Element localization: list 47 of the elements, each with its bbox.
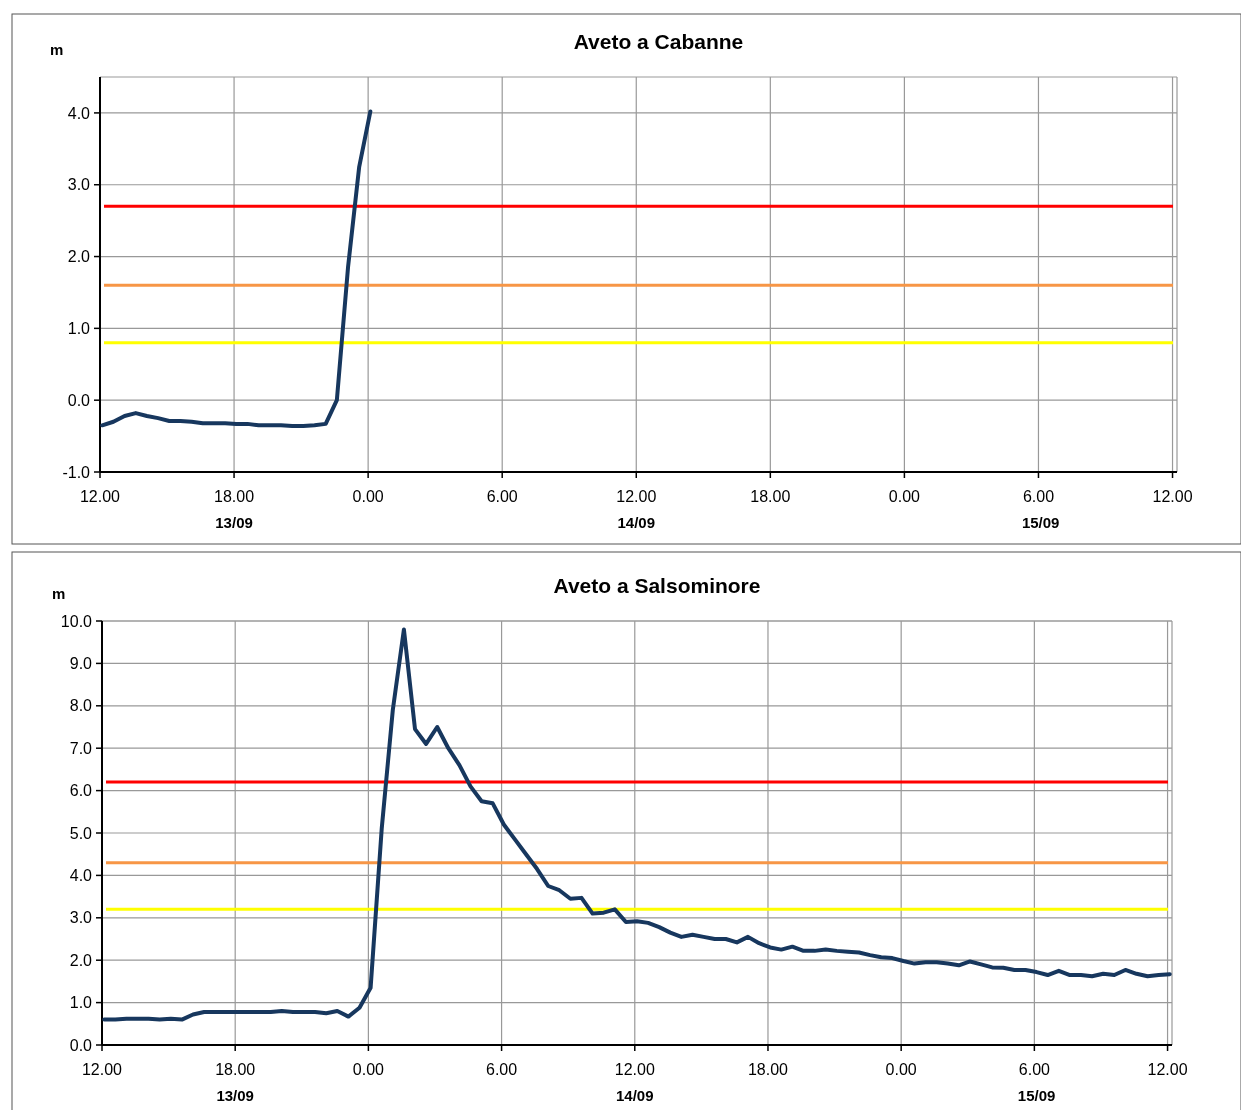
text: 14/09 [617, 514, 656, 531]
y-tick-label: 6.0 [69, 782, 93, 800]
x-tick-label: 0.00 [888, 488, 921, 505]
y-axis-title: m [50, 41, 64, 58]
x-tick-label: 6.00 [486, 1061, 518, 1078]
y-tick-label: -1.0 [62, 463, 91, 481]
y-tick-label: 0.0 [69, 1036, 93, 1054]
y-tick-label: 1.0 [69, 994, 93, 1012]
x-tick-label: 12.00 [1152, 488, 1193, 505]
x-tick-label: 0.00 [352, 1061, 385, 1078]
text: 14/09 [616, 1087, 654, 1104]
x-tick-label: 12.00 [616, 488, 657, 505]
y-tick-label: 3.0 [69, 909, 93, 927]
y-tick-label: 9.0 [69, 655, 93, 672]
x-tick-label: 6.00 [1018, 1061, 1051, 1078]
chart-title: Aveto a Salsominore [553, 574, 761, 597]
text: 15/09 [1017, 1087, 1056, 1104]
y-axis-title: m [52, 585, 66, 602]
y-tick-label: 1.0 [67, 319, 91, 337]
x-tick-label: 12.00 [79, 488, 121, 505]
y-tick-label: 0.0 [67, 391, 91, 409]
x-tick-label: 12.00 [81, 1061, 123, 1078]
x-tick-label: 12.00 [614, 1061, 655, 1078]
chart-title: Aveto a Cabanne [573, 30, 744, 53]
x-tick-label: 0.00 [352, 488, 384, 505]
x-tick-label: 6.00 [486, 488, 518, 505]
x-tick-label: 18.00 [747, 1061, 789, 1078]
y-tick-label: 2.0 [69, 951, 93, 969]
x-tick-label: 18.00 [215, 1061, 256, 1078]
y-tick-label: 2.0 [67, 248, 91, 266]
y-tick-label: 5.0 [69, 824, 93, 842]
y-tick-label: 7.0 [69, 739, 93, 757]
x-tick-label: 18.00 [214, 488, 255, 505]
x-tick-label: 12.00 [1147, 1061, 1188, 1078]
y-tick-label: 8.0 [69, 697, 93, 715]
line-series [100, 109, 373, 429]
y-tick-label: 4.0 [69, 867, 93, 884]
y-tick-label: 10.0 [60, 612, 93, 630]
x-tick-label: 6.00 [1022, 488, 1055, 505]
text: 15/09 [1021, 514, 1060, 531]
text: 13/09 [215, 514, 253, 531]
x-tick-label: 0.00 [885, 1061, 917, 1078]
line-series [102, 627, 1172, 1022]
y-tick-label: 4.0 [67, 104, 91, 122]
text: 13/09 [216, 1087, 254, 1104]
y-tick-label: 3.0 [67, 176, 91, 194]
x-tick-label: 18.00 [750, 488, 791, 505]
